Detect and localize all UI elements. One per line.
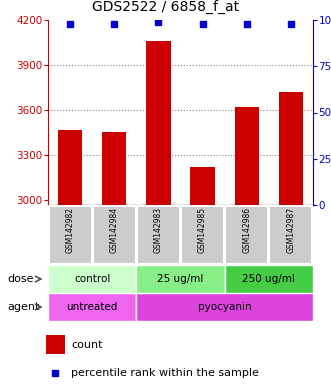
Text: dose: dose (7, 274, 34, 284)
Bar (48, 293, 136, 321)
Bar (146, 41, 170, 384)
Text: GSM142984: GSM142984 (110, 207, 119, 253)
Bar (46, 335, 65, 354)
Bar (225, 206, 268, 264)
Bar (48, 265, 136, 293)
Text: GSM142983: GSM142983 (154, 207, 163, 253)
Bar (49, 206, 92, 264)
Bar (137, 206, 180, 264)
Text: control: control (74, 274, 110, 284)
Text: agent: agent (7, 302, 40, 312)
Bar (136, 293, 313, 321)
Text: untreated: untreated (67, 302, 118, 312)
Text: count: count (71, 340, 103, 350)
Bar (225, 265, 313, 293)
Text: GSM142987: GSM142987 (286, 207, 295, 253)
Bar (181, 206, 224, 264)
Bar (269, 206, 312, 264)
Text: GSM142982: GSM142982 (66, 207, 74, 253)
Bar (93, 206, 136, 264)
Text: percentile rank within the sample: percentile rank within the sample (71, 368, 259, 378)
Text: GSM142986: GSM142986 (242, 207, 251, 253)
Text: pyocyanin: pyocyanin (198, 302, 252, 312)
Text: 25 ug/ml: 25 ug/ml (157, 274, 204, 284)
Bar (102, 132, 126, 384)
Bar (58, 130, 82, 384)
Text: GSM142985: GSM142985 (198, 207, 207, 253)
Text: GDS2522 / 6858_f_at: GDS2522 / 6858_f_at (92, 0, 239, 14)
Bar (136, 265, 225, 293)
Bar (235, 107, 259, 384)
Text: 250 ug/ml: 250 ug/ml (242, 274, 295, 284)
Bar (279, 92, 303, 384)
Bar (190, 167, 215, 384)
